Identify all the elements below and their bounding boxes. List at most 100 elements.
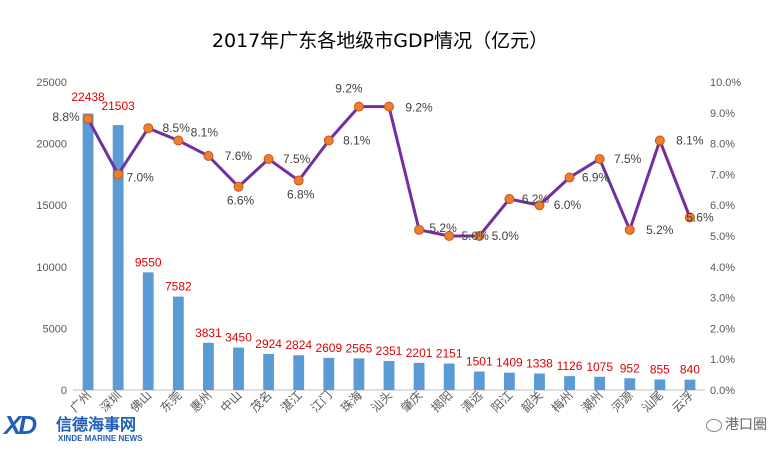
bar [203,342,214,390]
y-right-tick: 3.0% [710,293,735,305]
y-right-tick: 0.0% [710,385,735,397]
bar [654,379,666,390]
watermark: 港口圈 [706,414,767,434]
bar [564,376,575,390]
bar-value-label: 952 [620,361,640,375]
line-point [504,194,515,205]
category-label: 肇庆 [398,388,426,416]
line-point [323,135,334,146]
logo-mark: XD [4,410,37,440]
bar [142,272,154,390]
y-right-tick: 9.0% [710,108,735,120]
growth-value-label: 8.1% [676,134,704,148]
growth-value-label: 7.5% [614,152,642,166]
growth-value-label: 6.0% [554,198,582,212]
y-right-tick: 4.0% [710,262,735,274]
bar-value-label: 21503 [101,99,135,113]
y-right-tick: 1.0% [710,354,735,366]
category-label: 江门 [307,388,335,416]
bar [534,373,545,390]
growth-value-label: 6.6% [227,194,255,208]
y-left-tick: 15000 [36,200,67,212]
line-point [233,181,244,192]
bar-value-label: 855 [650,362,670,376]
growth-value-label: 5.0% [492,229,520,243]
line-point [474,231,485,241]
bar-value-label: 2824 [285,338,312,352]
category-label: 阳江 [489,388,516,415]
y-left-tick: 5000 [43,323,67,335]
category-label: 中山 [217,388,245,416]
line-point [143,123,154,134]
line-point [173,135,184,146]
bar [473,371,485,390]
y-left-tick: 0 [61,385,67,397]
bar [233,347,244,390]
bar-value-label: 1126 [557,359,583,373]
category-label: 湛江 [278,388,305,415]
logo-cn: 信德海事网 [56,415,137,434]
growth-line [83,101,695,241]
growth-value-label: 8.1% [343,134,371,148]
bar-value-label: 2201 [406,346,433,360]
bar-value-label: 2351 [376,344,403,358]
y-right-tick: 5.0% [710,231,735,243]
line-point [384,101,394,112]
y-right-tick: 10.0% [710,77,741,89]
category-label: 汕头 [368,388,395,415]
bar-value-label: 1501 [466,355,493,369]
line-point [564,172,575,183]
bar [624,378,636,390]
category-label: 汕尾 [639,388,666,415]
bar [293,355,305,390]
bars [82,113,696,390]
growth-value-label: 6.9% [582,170,610,184]
axes: 0 5000 10000 15000 20000 25000 0.0% 1.0% 2.0% 3.0… [36,77,741,397]
line-point [624,224,635,235]
bar [82,113,94,390]
category-label: 揭阳 [428,388,456,416]
y-left-tick: 25000 [36,77,67,89]
category-label: 珠海 [337,388,365,416]
line-point [534,200,545,211]
category-label: 潮州 [578,388,606,416]
line-point [444,231,455,241]
chart-title: 2017年广东各地级市GDP情况（亿元） [212,30,548,52]
bar [172,296,184,390]
bar-value-label: 22438 [71,90,105,104]
bar-value-label: 2151 [436,346,463,360]
y-right-tick: 8.0% [710,139,735,151]
category-label: 梅州 [548,388,576,416]
y-right-tick: 6.0% [710,200,735,212]
bar [684,379,696,390]
growth-value-label: 5.0% [462,229,490,243]
bar [263,353,275,390]
y-right-tick: 7.0% [710,169,735,181]
bar [112,125,124,390]
line-point [203,150,214,161]
bar [413,362,425,390]
y-left-tick: 20000 [36,139,67,151]
growth-value-label: 8.1% [191,126,219,140]
growth-value-label: 9.2% [405,101,433,115]
bar [443,363,455,390]
bar-value-label: 2924 [255,337,282,351]
line-point [654,135,665,146]
bar-value-label: 1409 [496,356,523,370]
y-right-tick: 2.0% [710,323,735,335]
growth-value-label: 6.8% [287,188,315,202]
category-label: 云浮 [669,388,696,415]
growth-value-label: 8.5% [163,121,191,135]
bar [594,376,606,390]
category-label: 清远 [459,388,486,415]
bar [383,361,395,390]
line-point [113,169,124,180]
bar-value-label: 1338 [526,357,553,371]
bar [503,372,515,390]
bar-value-label: 3450 [225,330,252,344]
growth-value-label: 7.6% [225,149,253,163]
logo-en: XINDE MARINE NEWS [58,434,143,443]
bar [353,358,365,390]
watermark-text: 港口圈 [725,417,767,433]
